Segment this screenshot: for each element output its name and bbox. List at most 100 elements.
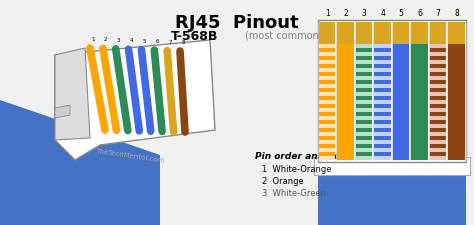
Bar — [393, 22, 410, 44]
Text: 1  White-Orange: 1 White-Orange — [262, 165, 331, 174]
Polygon shape — [0, 100, 160, 225]
Bar — [319, 92, 336, 96]
Bar — [337, 22, 354, 44]
Bar — [356, 116, 373, 120]
Bar — [374, 76, 391, 80]
Text: 3  White-Green: 3 White-Green — [262, 189, 326, 198]
Bar — [374, 148, 391, 152]
Bar — [337, 44, 354, 160]
Bar — [430, 116, 447, 120]
Bar — [430, 76, 447, 80]
Bar — [356, 44, 373, 160]
Bar — [356, 140, 373, 144]
Bar — [319, 22, 336, 44]
Bar — [374, 140, 391, 144]
Bar — [374, 132, 391, 136]
Bar — [430, 92, 447, 96]
Bar — [319, 84, 336, 88]
Bar — [374, 100, 391, 104]
Bar — [319, 140, 336, 144]
Bar — [411, 22, 428, 44]
Bar — [356, 108, 373, 112]
Text: 7: 7 — [168, 40, 172, 45]
Text: 2  Orange: 2 Orange — [262, 177, 304, 186]
Bar — [356, 132, 373, 136]
Text: 6: 6 — [417, 9, 422, 18]
Bar — [319, 68, 336, 72]
Bar — [356, 148, 373, 152]
Bar — [430, 84, 447, 88]
Text: 1: 1 — [325, 9, 329, 18]
Bar — [374, 108, 391, 112]
Bar — [430, 44, 447, 48]
Text: 8: 8 — [455, 9, 459, 18]
Bar — [356, 52, 373, 56]
Bar — [374, 156, 391, 160]
Bar — [430, 44, 447, 160]
Bar — [430, 68, 447, 72]
Text: 8: 8 — [181, 40, 185, 45]
Bar — [430, 22, 447, 44]
Text: 6: 6 — [155, 39, 159, 44]
Bar — [430, 100, 447, 104]
Text: 3: 3 — [362, 9, 367, 18]
Bar — [356, 76, 373, 80]
Text: T-568B: T-568B — [171, 30, 219, 43]
Bar — [318, 162, 466, 225]
Bar — [319, 156, 336, 160]
Bar — [356, 156, 373, 160]
Bar — [374, 84, 391, 88]
Bar — [374, 44, 391, 160]
Bar — [448, 22, 465, 44]
Bar — [356, 68, 373, 72]
Bar — [430, 148, 447, 152]
Bar — [374, 60, 391, 64]
Text: TheTechMentor.com: TheTechMentor.com — [95, 148, 165, 164]
Bar — [319, 124, 336, 128]
Text: (most common): (most common) — [245, 30, 322, 40]
Bar — [430, 156, 447, 160]
Bar — [430, 60, 447, 64]
Bar — [374, 124, 391, 128]
Bar — [314, 157, 470, 175]
Bar — [319, 60, 336, 64]
Bar — [374, 116, 391, 120]
Bar — [319, 116, 336, 120]
Polygon shape — [55, 48, 90, 140]
Bar — [319, 44, 336, 48]
Text: RJ45  Pinout: RJ45 Pinout — [175, 14, 299, 32]
Bar — [356, 100, 373, 104]
Bar — [430, 124, 447, 128]
Bar — [319, 44, 336, 160]
Bar — [319, 52, 336, 56]
Bar — [374, 92, 391, 96]
Text: 3: 3 — [117, 38, 120, 43]
Bar — [319, 108, 336, 112]
Text: 5: 5 — [399, 9, 404, 18]
Bar — [448, 44, 465, 160]
Bar — [374, 52, 391, 56]
Text: 4: 4 — [380, 9, 385, 18]
Bar — [356, 124, 373, 128]
Text: 4: 4 — [130, 38, 133, 43]
Bar — [393, 44, 410, 160]
Text: Pin order and Color: Pin order and Color — [255, 152, 354, 161]
Bar — [319, 76, 336, 80]
Text: 7: 7 — [436, 9, 441, 18]
Text: 5: 5 — [143, 39, 146, 44]
Bar — [374, 44, 391, 48]
Bar — [319, 132, 336, 136]
Bar — [319, 148, 336, 152]
Bar — [356, 22, 373, 44]
Bar — [356, 44, 373, 48]
Polygon shape — [55, 40, 215, 160]
Bar — [374, 22, 391, 44]
Text: 2: 2 — [104, 37, 108, 43]
Bar — [430, 52, 447, 56]
Bar — [374, 68, 391, 72]
Text: 2: 2 — [343, 9, 348, 18]
Bar — [430, 132, 447, 136]
Bar — [319, 100, 336, 104]
Bar — [430, 140, 447, 144]
Bar — [356, 84, 373, 88]
